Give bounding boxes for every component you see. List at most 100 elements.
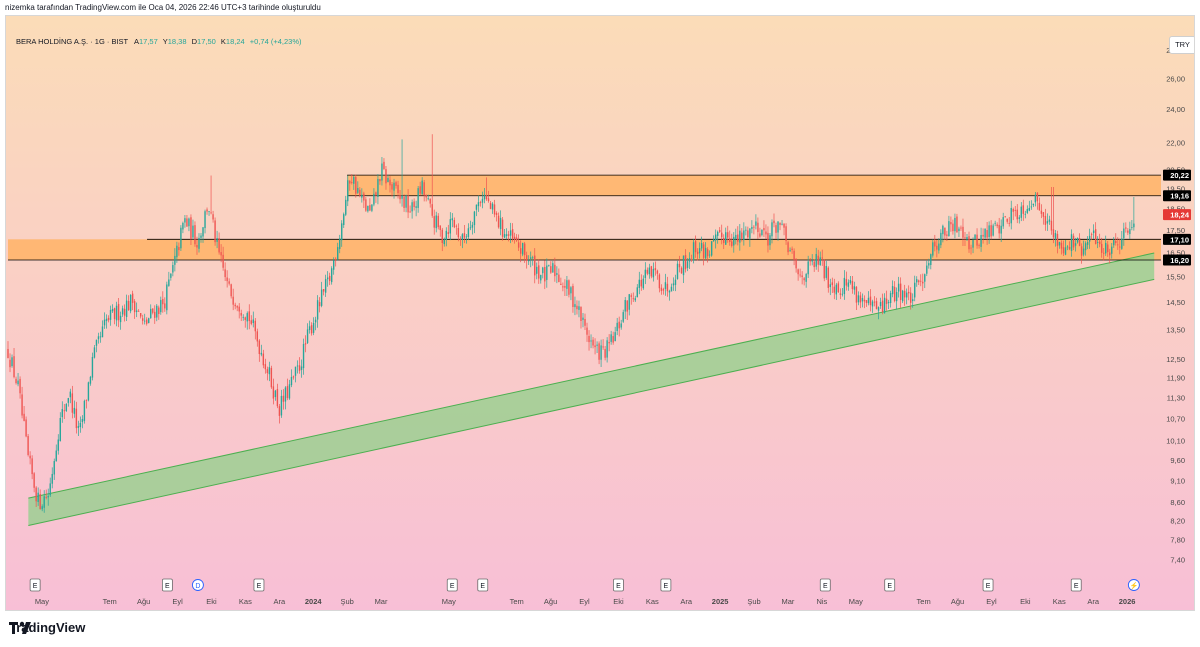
candle-body	[723, 237, 725, 243]
candle-body	[779, 222, 781, 225]
resistance-zone-1	[8, 239, 1161, 261]
candle-body	[503, 234, 506, 238]
candle-body	[721, 232, 723, 238]
candle-body	[318, 302, 321, 307]
y-tick-label: 8,60	[1170, 498, 1185, 507]
candle-body	[562, 286, 564, 288]
candle-body	[859, 295, 862, 303]
candle-body	[284, 387, 287, 402]
candle-body	[1076, 237, 1079, 243]
candle-body	[857, 295, 860, 303]
candle-body	[194, 225, 196, 245]
candle-body	[700, 242, 703, 249]
candle-body	[632, 298, 634, 300]
candle-body	[198, 237, 200, 249]
candle-body	[869, 296, 872, 306]
candle-body	[1000, 225, 1002, 234]
candle-body	[771, 222, 773, 237]
x-tick-label: Mar	[375, 597, 388, 606]
candle-body	[483, 194, 486, 200]
candle-body	[306, 329, 309, 344]
x-tick-label: Ara	[273, 597, 286, 606]
candle-body	[678, 263, 681, 268]
candle-body	[626, 300, 628, 312]
candle-body	[618, 321, 620, 329]
candle-body	[552, 263, 554, 273]
candle-body	[1004, 216, 1006, 218]
candle-body	[409, 211, 411, 213]
candle-body	[827, 267, 829, 288]
candle-body	[27, 436, 29, 456]
candle-body	[260, 352, 263, 355]
candle-body	[905, 292, 908, 298]
candle-body	[226, 277, 228, 282]
candle-body	[238, 306, 240, 312]
candle-body	[968, 236, 970, 250]
candle-body	[877, 307, 880, 311]
candle-body	[371, 204, 373, 211]
candle-body	[481, 198, 484, 203]
candle-body	[413, 201, 415, 208]
candle-body	[624, 299, 626, 312]
candle-body	[733, 236, 735, 246]
candle-body	[99, 336, 102, 338]
candle-body	[487, 198, 490, 202]
candle-body	[427, 198, 429, 200]
candle-body	[835, 284, 838, 295]
candlestick-chart[interactable]: 28,0026,0024,0022,0020,5019,5018,5017,50…	[6, 16, 1195, 611]
low-label: D	[191, 37, 198, 46]
candle-body	[47, 496, 49, 498]
chart-background	[6, 16, 1194, 610]
candle-body	[1022, 205, 1024, 214]
candle-body	[359, 189, 361, 196]
price-label-bg	[1163, 254, 1191, 266]
candle-body	[885, 298, 888, 304]
candle-body	[176, 245, 178, 258]
candle-body	[220, 252, 222, 256]
currency-button[interactable]: TRY	[1169, 36, 1194, 54]
x-tick-label: Ara	[1087, 597, 1100, 606]
candle-body	[793, 250, 795, 260]
x-tick-label: Ağu	[137, 597, 150, 606]
candle-body	[129, 294, 132, 312]
candle-body	[513, 236, 516, 240]
candle-body	[286, 386, 289, 399]
candle-body	[493, 204, 496, 215]
candle-body	[1020, 206, 1022, 218]
candle-body	[41, 506, 43, 510]
chart-frame[interactable]: 28,0026,0024,0022,0020,5019,5018,5017,50…	[5, 15, 1195, 611]
candle-body	[1044, 215, 1047, 225]
candle-body	[419, 186, 421, 194]
candle-body	[415, 206, 417, 208]
candle-body	[407, 195, 409, 213]
candle-body	[1113, 240, 1115, 246]
candle-body	[749, 228, 751, 239]
earnings-marker	[253, 578, 265, 592]
candle-body	[71, 393, 74, 413]
candle-body	[668, 290, 671, 293]
candle-body	[489, 202, 492, 209]
candle-body	[35, 487, 37, 502]
split-marker	[1127, 579, 1140, 591]
candle-body	[341, 223, 343, 241]
candle-body	[491, 203, 494, 210]
candle-body	[355, 176, 357, 194]
candle-body	[471, 224, 474, 228]
candle-body	[889, 293, 892, 304]
candle-body	[737, 234, 739, 242]
candle-body	[817, 255, 819, 265]
candle-body	[813, 261, 815, 268]
candle-body	[69, 391, 72, 398]
candle-body	[855, 286, 858, 303]
candle-body	[1058, 241, 1061, 246]
candle-body	[1109, 252, 1111, 256]
candle-body	[304, 343, 307, 345]
candle-body	[53, 461, 55, 475]
candle-body	[980, 235, 982, 247]
candle-body	[588, 335, 590, 343]
x-tick-label: May	[442, 597, 456, 606]
event-marker-label: E	[664, 583, 669, 590]
symbol-name[interactable]: BERA HOLDİNG A.Ş. · 1G · BIST	[16, 37, 129, 46]
candle-body	[137, 310, 140, 312]
candle-body	[320, 289, 323, 306]
